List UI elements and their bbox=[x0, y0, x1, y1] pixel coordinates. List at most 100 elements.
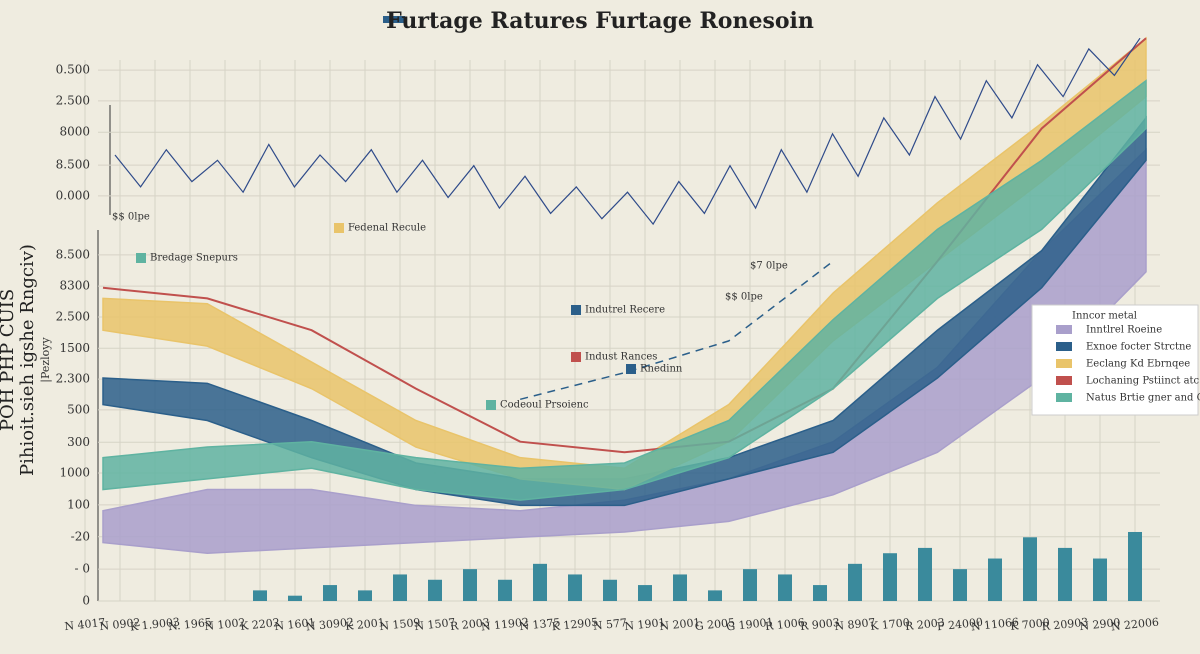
chart-title: Furtage Ratures Furtage Ronesoin bbox=[386, 8, 814, 34]
y-tick-label: -20 bbox=[71, 529, 90, 543]
annotation-swatch bbox=[486, 400, 496, 410]
annotation: Rnedinn bbox=[640, 364, 683, 375]
bar bbox=[393, 574, 407, 601]
bar bbox=[428, 579, 442, 601]
x-tick-label: K 12905 bbox=[551, 616, 599, 634]
bar bbox=[918, 547, 932, 601]
bar bbox=[1023, 537, 1037, 601]
y-tick-label: 8300 bbox=[59, 279, 90, 293]
bar bbox=[1093, 558, 1107, 601]
annotation: Codeoul Prsoienc bbox=[500, 400, 589, 411]
x-tick-label: N 2001 bbox=[659, 616, 701, 633]
x-tick-label: N 0902 bbox=[99, 616, 141, 633]
dashed-line bbox=[520, 260, 834, 401]
x-tick-label: N 1601 bbox=[274, 616, 316, 633]
legend-label: Natus Brtie gner and Cuntr Arrpunol bbox=[1086, 393, 1200, 404]
x-tick-label: N 1375 bbox=[519, 616, 561, 633]
legend-label: Eeclang Kd Ebrnqee bbox=[1086, 359, 1190, 370]
bar bbox=[463, 569, 477, 601]
y-tick-label: 0 bbox=[82, 594, 90, 608]
bar bbox=[358, 590, 372, 601]
x-tick-label: N 1509 bbox=[379, 616, 421, 633]
y-tick-label: 2.300 bbox=[56, 372, 90, 386]
y-tick-label: 1500 bbox=[59, 341, 90, 355]
bar bbox=[883, 553, 897, 601]
legend-label: Inntlrel Roeine bbox=[1086, 325, 1162, 336]
annotation: Indutrel Recere bbox=[585, 305, 665, 316]
x-tick-label: N 1002 bbox=[204, 616, 246, 633]
x-tick-label: N 1507 bbox=[414, 616, 456, 633]
legend: Inncor metal Inntlrel Roeine Exnoe focter … bbox=[1031, 304, 1200, 416]
x-tick-label: N 22006 bbox=[1110, 616, 1159, 634]
x-tick-label: R 9003 bbox=[799, 616, 840, 633]
x-tick-label: R 20903 bbox=[1041, 616, 1089, 634]
y-tick-label: 100 bbox=[67, 497, 90, 511]
annotation-swatch bbox=[626, 364, 636, 374]
bar bbox=[708, 590, 722, 601]
annotation-swatch bbox=[136, 253, 146, 263]
x-tick-label: N. 1965 bbox=[167, 616, 212, 634]
annotation-swatch bbox=[571, 352, 581, 362]
y-title-line: |Pezloyy bbox=[39, 336, 53, 382]
y-tick-label: 1000 bbox=[59, 466, 90, 480]
annotation: Bredage Snepurs bbox=[150, 253, 238, 264]
bar bbox=[603, 579, 617, 601]
bar bbox=[743, 569, 757, 601]
title-mark bbox=[383, 16, 405, 23]
bar bbox=[253, 590, 267, 601]
y-tick-label: 2.500 bbox=[56, 309, 90, 323]
legend-swatch bbox=[1056, 376, 1072, 385]
x-tick-label: K 7000 bbox=[1010, 616, 1051, 633]
y-tick-label: 2.500 bbox=[56, 93, 90, 107]
y-title-line: POH PHP CUIS bbox=[0, 289, 18, 431]
bar bbox=[533, 563, 547, 601]
noise-line bbox=[114, 37, 1141, 226]
legend-swatch bbox=[1056, 359, 1072, 368]
x-tick-label: N 11066 bbox=[970, 616, 1019, 634]
annotation: $$ 0lpe bbox=[725, 292, 763, 303]
legend-label: Lochaning Pstiinct atc bbox=[1086, 376, 1200, 387]
bar bbox=[288, 595, 302, 601]
x-tick-label: G 2005 bbox=[694, 616, 735, 633]
bar bbox=[988, 558, 1002, 601]
y-tick-label: - 0 bbox=[74, 562, 90, 576]
y-tick-label: 8.500 bbox=[56, 158, 90, 172]
x-tick-label: K 2202 bbox=[240, 616, 281, 633]
bar bbox=[1128, 531, 1142, 601]
x-tick-label: N 4017 bbox=[64, 616, 106, 633]
bar bbox=[848, 563, 862, 601]
y-tick-label: 500 bbox=[67, 402, 90, 416]
bar bbox=[323, 585, 337, 601]
annotation: Indust Rances bbox=[585, 352, 657, 363]
legend-title: Inncor metal bbox=[1072, 311, 1137, 322]
bar bbox=[778, 574, 792, 601]
x-tick-label: F 24000 bbox=[936, 616, 983, 634]
annotation-swatch bbox=[571, 305, 581, 315]
x-tick-label: K 1700 bbox=[870, 616, 911, 633]
x-tick-label: R 2003 bbox=[449, 616, 490, 633]
x-tick-label: K 2001 bbox=[345, 616, 386, 633]
band bbox=[102, 79, 1147, 501]
y-title: POH PHP CUIS Pihioit.sieh igshe Rngciv) … bbox=[0, 244, 53, 476]
bar bbox=[1058, 547, 1072, 601]
x-tick-label: N 2900 bbox=[1079, 616, 1121, 633]
bar bbox=[638, 585, 652, 601]
y-tick-label: 8000 bbox=[59, 125, 90, 139]
annotation-swatch bbox=[334, 223, 344, 233]
bar bbox=[673, 574, 687, 601]
legend-swatch bbox=[1056, 325, 1072, 334]
y-tick-label: 0.500 bbox=[56, 63, 90, 77]
annotation: Fedenal Recule bbox=[348, 223, 426, 234]
y-title-line: Pihioit.sieh igshe Rngciv) bbox=[17, 244, 38, 476]
y-tick-label: 8.500 bbox=[56, 247, 90, 261]
x-tick-label: R 2003 bbox=[904, 616, 945, 633]
band bbox=[102, 147, 1147, 554]
annotation: $$ 0lpe bbox=[112, 212, 150, 223]
bar bbox=[953, 569, 967, 601]
bar bbox=[568, 574, 582, 601]
x-tick-label: N 8907 bbox=[834, 616, 876, 633]
x-tick-label: N 11902 bbox=[480, 616, 529, 634]
x-tick-label: G 19001 bbox=[726, 616, 774, 634]
legend-label: Exnoe focter Strctne bbox=[1086, 342, 1191, 353]
